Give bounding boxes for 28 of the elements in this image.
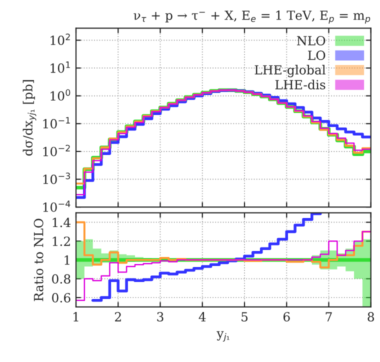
x-tick-label: 7 xyxy=(326,312,332,322)
x-tick-label: 3 xyxy=(157,312,164,322)
legend-label: LO xyxy=(308,50,326,60)
y-tick-label: 10$^{−2}$ xyxy=(43,144,70,156)
x-tick-label: 2 xyxy=(114,312,121,322)
y-tick-label: 10$^{−3}$ xyxy=(43,172,70,184)
x-axis-title: y$_{j₁}$ xyxy=(216,331,230,342)
y-tick-label: 10$^{2}$ xyxy=(50,34,70,46)
x-tick-label: 4 xyxy=(198,312,206,322)
x-tick-label: 8 xyxy=(368,312,374,322)
y-tick-label: 0.6 xyxy=(52,293,70,302)
y-tick-label: 10$^{1}$ xyxy=(50,62,70,73)
x-tick-label: 6 xyxy=(283,312,290,322)
y-axis-title: Ratio to NLO xyxy=(34,218,44,302)
legend-label: NLO xyxy=(297,36,326,46)
y-tick-label: 1.4 xyxy=(52,218,71,228)
y-tick-label: 1.2 xyxy=(52,236,70,246)
legend-label: LHE-dis xyxy=(275,80,326,90)
x-tick-label: 1 xyxy=(74,312,78,322)
y-tick-label: 10$^{−4}$ xyxy=(43,200,70,212)
y-tick-label: 0.8 xyxy=(52,274,70,284)
y-tick-label: 10$^{−1}$ xyxy=(43,117,70,128)
legend-label: LHE-global xyxy=(254,64,326,78)
y-axis-title: dσ/dx$_{yj₁}$ [pb] xyxy=(22,80,36,156)
y-tick-label: 10$^{0}$ xyxy=(50,89,70,101)
x-tick-label: 5 xyxy=(242,312,248,322)
y-tick-label: 1 xyxy=(64,255,70,265)
chart-title: ν$_{τ}$ + p → τ$^{−}$ + X, E$_{e}$ = 1 TeV, E$_{p}$ = m$_{p}$ xyxy=(134,10,370,24)
